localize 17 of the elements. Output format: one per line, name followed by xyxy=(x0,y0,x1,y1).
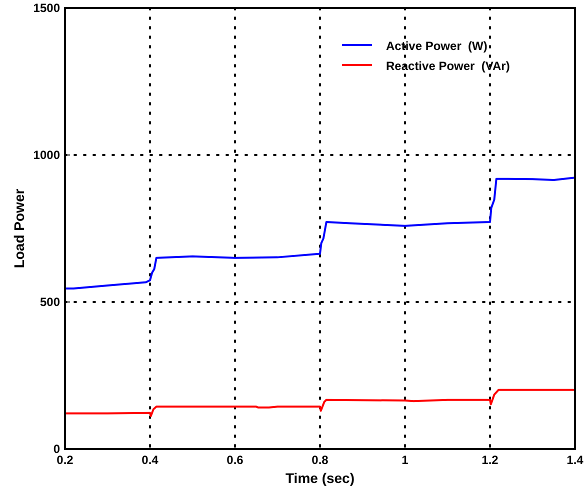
x-tick-label: 0.6 xyxy=(226,453,244,467)
y-axis-title: Load Power xyxy=(11,188,27,268)
y-tick-label: 500 xyxy=(40,295,60,309)
x-tick-label: 1 xyxy=(402,453,409,467)
line-series xyxy=(64,388,576,418)
y-tick-label: 1000 xyxy=(33,148,60,162)
y-tick-label: 1500 xyxy=(33,1,60,15)
y-tick-label: 0 xyxy=(53,442,60,456)
x-tick-label: 0.2 xyxy=(56,453,74,467)
line-series xyxy=(64,176,576,290)
x-tick-label: 1.4 xyxy=(566,453,584,467)
x-tick-label: 0.8 xyxy=(312,453,329,467)
legend-label: Active Power (W) xyxy=(386,39,488,53)
x-axis-title: Time (sec) xyxy=(286,470,354,486)
x-tick-label: 0.4 xyxy=(142,453,159,467)
legend-label: Reactive Power (VAr) xyxy=(386,59,510,73)
x-tick-label: 1.2 xyxy=(482,453,499,467)
